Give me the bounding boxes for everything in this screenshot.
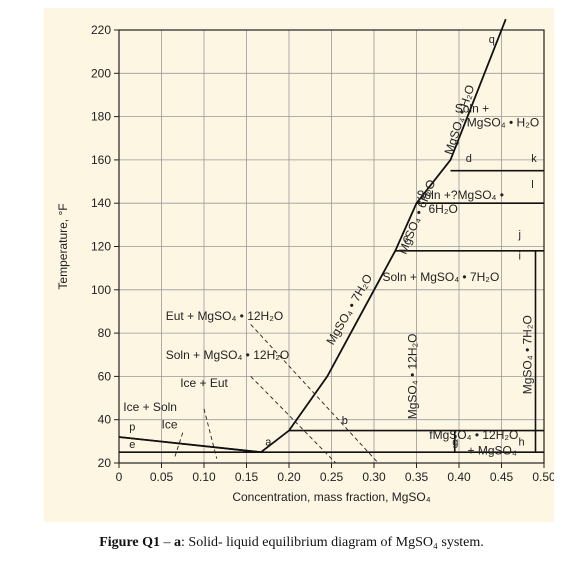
- region-label: Eut + MgSO₄ • 12H₂O: [166, 309, 283, 323]
- plot-frame: [118, 29, 545, 464]
- point-label-c: c: [403, 233, 409, 245]
- y-tick-label: 220: [91, 23, 111, 37]
- x-tick-label: 0.15: [235, 470, 259, 484]
- phase-diagram-chart: 0 0.05 0.10 0.15 0.20 0.25 0.30 0.35 0.40 0.45 0.5…: [56, 18, 554, 504]
- region-label: Soln + MgSO₄ • 12H₂O: [166, 348, 289, 362]
- region-label: fMgSO₄ • 12H₂O: [429, 428, 518, 442]
- y-tick-label: 20: [98, 456, 112, 470]
- caption-dash: –: [160, 535, 175, 550]
- x-tick-label: 0.25: [320, 470, 344, 484]
- region-label: Ice: [162, 417, 178, 431]
- region-label: Soln +?MgSO₄ •: [417, 188, 504, 202]
- point-label-p: p: [129, 422, 135, 434]
- region-label: Ice + Soln: [123, 400, 177, 414]
- solubility-curve: [118, 18, 507, 454]
- x-tick-label: 0.35: [405, 470, 429, 484]
- x-tick-label: 0.10: [192, 470, 216, 484]
- y-tick-label: 140: [91, 196, 111, 210]
- dashed-guide-line: [173, 432, 184, 459]
- point-label-j: j: [518, 229, 521, 241]
- curve-label: MgSO₄ • 12H₂O: [406, 334, 420, 420]
- region-label: + MgSO₄: [468, 443, 517, 457]
- y-tick-label: 120: [91, 240, 111, 254]
- x-tick-label: 0.45: [490, 470, 514, 484]
- x-tick-label: 0.50: [532, 470, 554, 484]
- y-tick-label: 180: [91, 110, 111, 124]
- dashed-guide-line: [250, 324, 379, 464]
- y-axis-label: Temperature, °F: [56, 203, 70, 289]
- figure-caption: Figure Q1 – a: Solid- liquid equilibrium…: [0, 535, 583, 551]
- region-label-line2: 6H₂O: [429, 202, 458, 216]
- point-label-l: l: [531, 179, 533, 191]
- point-label-d: d: [466, 153, 472, 165]
- x-tick-label: 0.20: [277, 470, 301, 484]
- region-label-line2: MgSO₄ • H₂O: [467, 115, 539, 129]
- point-label-q: q: [489, 34, 495, 46]
- x-tick-label: 0.05: [150, 470, 174, 484]
- y-tick-label: 40: [98, 413, 112, 427]
- point-label-e: e: [129, 439, 135, 451]
- point-label-a: a: [265, 437, 272, 449]
- y-tick-label: 200: [91, 66, 111, 80]
- y-tick-label: 80: [98, 326, 112, 340]
- dashed-guide-line: [250, 376, 337, 464]
- y-tick-label: 160: [91, 153, 111, 167]
- x-tick-label: 0.30: [362, 470, 386, 484]
- point-label-b: b: [342, 415, 348, 427]
- curve-label: MgSO₄ • 7H₂O: [520, 315, 534, 394]
- chart-panel: 0 0.05 0.10 0.15 0.20 0.25 0.30 0.35 0.40 0.45 0.5…: [44, 8, 554, 522]
- region-label: Soln + MgSO₄ • 7H₂O: [383, 270, 500, 284]
- x-tick-label: 0.40: [447, 470, 471, 484]
- region-label: Ice + Eut: [180, 376, 228, 390]
- point-label-h: h: [519, 437, 525, 449]
- point-label-g: g: [452, 437, 458, 449]
- dashed-guide-line: [203, 408, 218, 459]
- caption-prefix: Figure Q1: [99, 535, 161, 550]
- point-label-k: k: [531, 153, 537, 165]
- y-tick-label: 60: [98, 369, 112, 383]
- caption-letter: a: [174, 535, 182, 550]
- caption-text: : Solid- liquid equilibrium diagram of M…: [181, 535, 484, 550]
- x-tick-label: 0: [116, 470, 123, 484]
- y-tick-label: 100: [91, 283, 111, 297]
- x-axis-label: Concentration, mass fraction, MgSO₄: [232, 490, 430, 504]
- region-label: Soln +: [455, 101, 489, 115]
- point-label-i: i: [519, 250, 521, 262]
